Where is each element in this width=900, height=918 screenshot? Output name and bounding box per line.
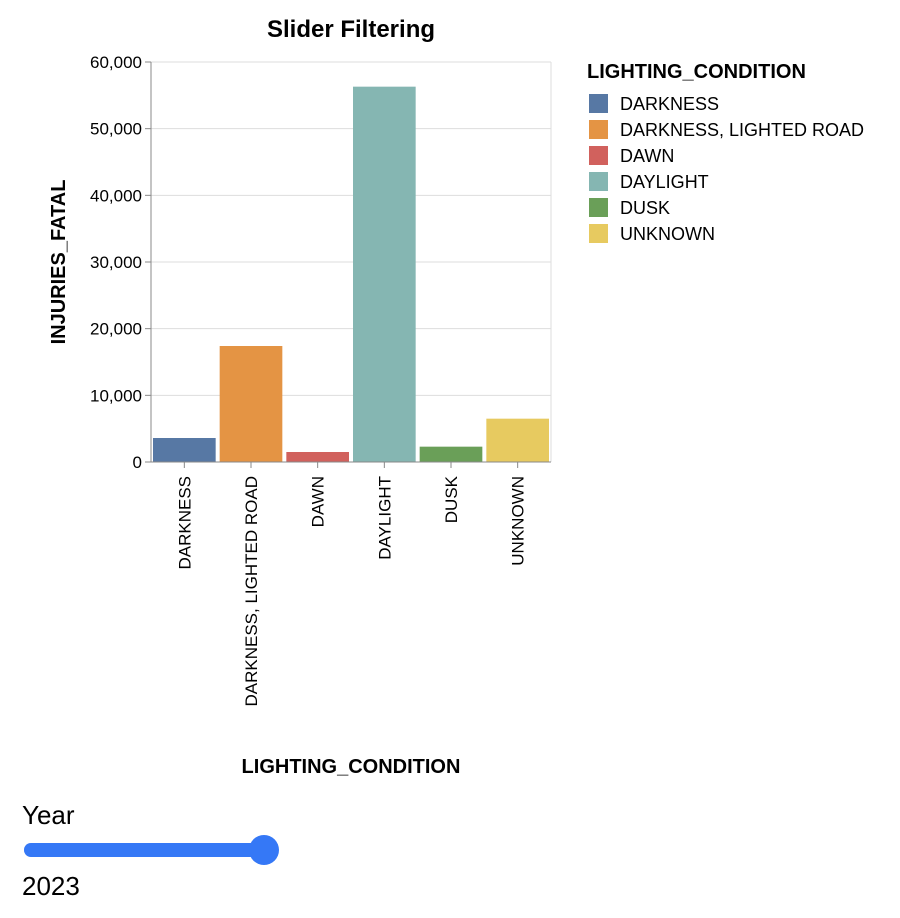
x-tick-label: DUSK	[442, 475, 461, 523]
y-tick-label: 60,000	[90, 53, 142, 72]
year-slider-control: Year 2023	[22, 800, 302, 902]
x-tick-label: DARKNESS	[175, 476, 194, 570]
legend-swatch	[589, 198, 608, 217]
bar	[153, 438, 216, 462]
chart-title: Slider Filtering	[267, 16, 435, 43]
x-tick-label: DAYLIGHT	[375, 476, 394, 560]
y-tick-label: 40,000	[90, 186, 142, 205]
x-tick-label: DARKNESS, LIGHTED ROAD	[242, 476, 261, 707]
bars	[153, 86, 549, 463]
gridlines	[151, 61, 552, 463]
x-tick-label: DAWN	[309, 476, 328, 527]
legend: LIGHTING_CONDITION DARKNESS DARKNESS, LIG…	[587, 61, 864, 244]
legend-title: LIGHTING_CONDITION	[587, 61, 806, 83]
y-tick-label: 10,000	[90, 386, 142, 405]
y-tick-label: 50,000	[90, 120, 142, 139]
bar	[353, 86, 416, 463]
bar	[286, 452, 349, 462]
legend-label: UNKNOWN	[620, 224, 715, 244]
legend-label: DAWN	[620, 146, 674, 166]
slider-label: Year	[22, 800, 75, 830]
legend-swatch	[589, 120, 608, 139]
legend-swatch	[589, 172, 608, 191]
bar	[219, 346, 283, 462]
slider-fill	[24, 843, 264, 857]
legend-label: DUSK	[620, 198, 670, 218]
y-tick-label: 0	[133, 453, 142, 472]
bar	[486, 418, 549, 462]
bar-chart: Slider Filtering 0 10,000 20,000 30,000 40,0…	[48, 16, 864, 778]
y-tick-label: 30,000	[90, 253, 142, 272]
bar	[419, 446, 483, 462]
axes: 0 10,000 20,000 30,000 40,000 50,000 60,000 DAR…	[90, 53, 551, 707]
x-tick-label: UNKNOWN	[509, 476, 528, 566]
legend-label: DAYLIGHT	[620, 172, 709, 192]
slider-thumb[interactable]	[249, 835, 279, 865]
x-axis-title: LIGHTING_CONDITION	[242, 756, 461, 778]
legend-swatch	[589, 224, 608, 243]
y-axis-title: INJURIES_FATAL	[48, 180, 70, 345]
legend-swatch	[589, 94, 608, 113]
legend-swatch	[589, 146, 608, 165]
y-tick-label: 20,000	[90, 320, 142, 339]
legend-label: DARKNESS, LIGHTED ROAD	[620, 120, 864, 140]
year-slider[interactable]	[24, 835, 279, 865]
slider-value: 2023	[22, 871, 80, 901]
legend-label: DARKNESS	[620, 94, 719, 114]
